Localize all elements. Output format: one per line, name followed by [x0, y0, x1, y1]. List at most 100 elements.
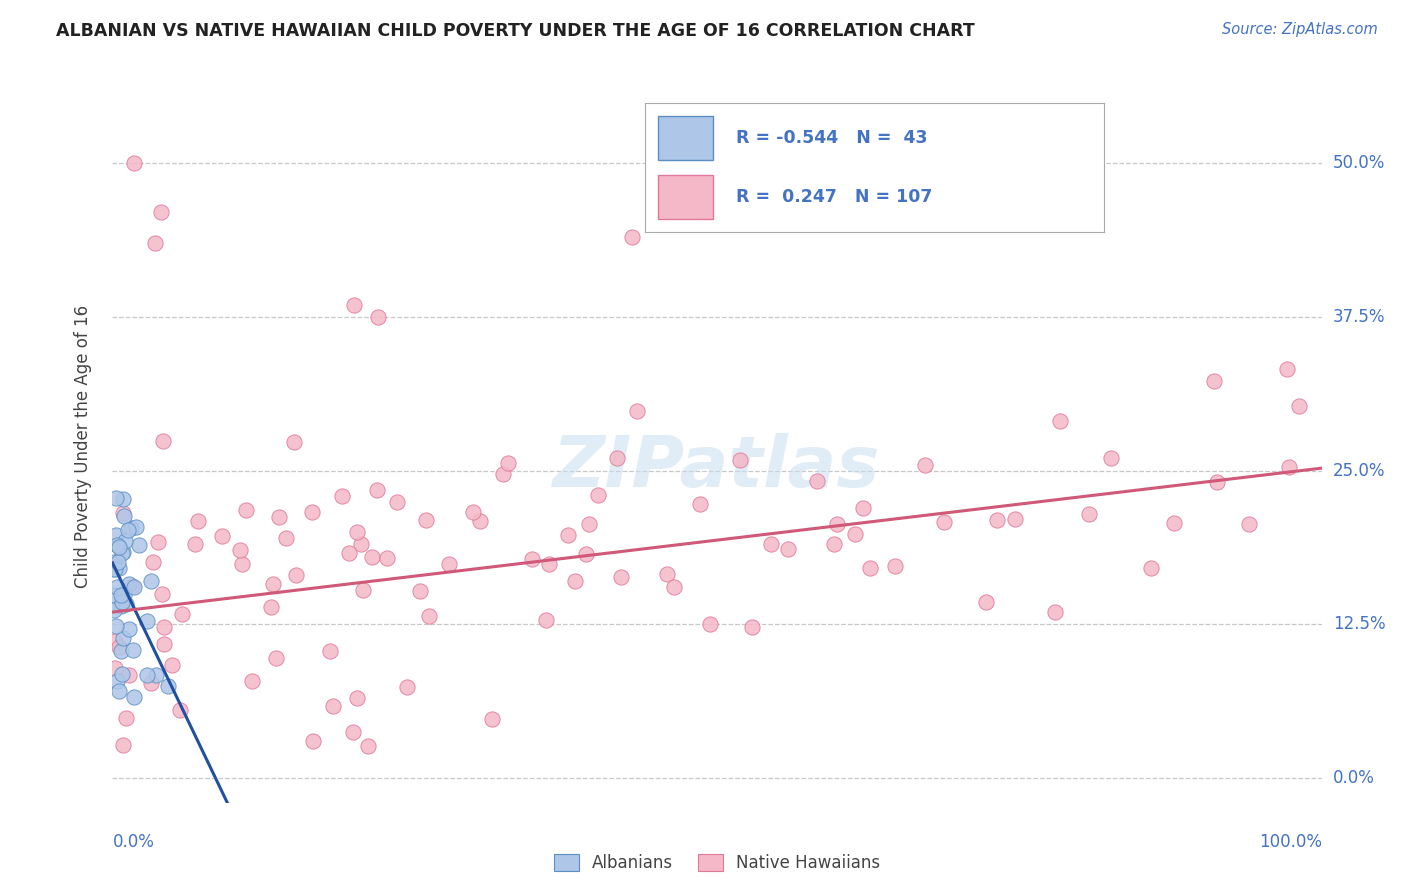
Point — [761, 537, 783, 551]
Point — [974, 595, 997, 609]
Point — [112, 588, 135, 602]
Point — [481, 712, 503, 726]
Point — [104, 619, 127, 633]
Point — [332, 489, 354, 503]
Point — [1078, 507, 1101, 521]
Point — [439, 558, 461, 572]
Point — [103, 555, 125, 569]
Point — [105, 538, 128, 552]
Point — [728, 452, 751, 467]
Text: 12.5%: 12.5% — [1333, 615, 1385, 633]
Point — [103, 588, 125, 602]
Point — [606, 451, 628, 466]
Point — [986, 513, 1008, 527]
Text: 37.5%: 37.5% — [1333, 308, 1385, 326]
Point — [110, 599, 132, 613]
Point — [108, 684, 131, 698]
Point — [1288, 399, 1310, 413]
Point — [152, 620, 174, 634]
Point — [187, 514, 209, 528]
Point — [118, 577, 141, 591]
Point — [136, 614, 159, 628]
Point — [461, 505, 484, 519]
Point — [114, 597, 136, 611]
Point — [825, 516, 848, 531]
Point — [263, 576, 285, 591]
Point — [366, 483, 388, 497]
Point — [103, 561, 125, 575]
Point — [343, 297, 366, 311]
Point — [1237, 516, 1260, 531]
Point — [610, 570, 633, 584]
Point — [342, 724, 364, 739]
Point — [115, 711, 138, 725]
Point — [496, 456, 519, 470]
Point — [350, 537, 373, 551]
Point — [852, 501, 875, 516]
Point — [367, 310, 389, 324]
Point — [626, 403, 648, 417]
Point — [110, 588, 132, 602]
Point — [1099, 451, 1122, 466]
Point — [844, 526, 866, 541]
Text: 100.0%: 100.0% — [1258, 833, 1322, 851]
Point — [806, 474, 828, 488]
Point — [409, 584, 432, 599]
Point — [211, 529, 233, 543]
Point — [1205, 475, 1227, 490]
Point — [152, 637, 174, 651]
Point — [468, 514, 491, 528]
Point — [520, 552, 543, 566]
Point — [276, 531, 298, 545]
Point — [112, 739, 135, 753]
Point — [575, 547, 598, 561]
Point — [122, 580, 145, 594]
Point — [357, 739, 380, 753]
Point — [415, 513, 437, 527]
Point — [143, 235, 166, 250]
Point — [122, 156, 145, 170]
Point — [160, 657, 183, 672]
Point — [125, 519, 148, 533]
Point — [322, 698, 344, 713]
Point — [141, 675, 163, 690]
Point — [741, 620, 763, 634]
Point — [662, 580, 685, 594]
Point — [823, 537, 845, 551]
Point — [112, 632, 135, 646]
Point — [346, 525, 368, 540]
Point — [105, 491, 128, 505]
Point — [1163, 516, 1185, 531]
Point — [1004, 512, 1026, 526]
Point — [301, 504, 323, 518]
Point — [104, 660, 127, 674]
Point — [111, 492, 134, 507]
Point — [1139, 561, 1161, 575]
Point — [578, 516, 600, 531]
Point — [152, 434, 174, 448]
Point — [184, 537, 207, 551]
Point — [121, 642, 143, 657]
Point — [105, 673, 128, 688]
Point — [932, 515, 955, 529]
Point — [375, 550, 398, 565]
Point — [150, 587, 173, 601]
Legend: Albanians, Native Hawaiians: Albanians, Native Hawaiians — [546, 846, 889, 880]
Point — [689, 497, 711, 511]
Text: Source: ZipAtlas.com: Source: ZipAtlas.com — [1222, 22, 1378, 37]
Point — [242, 674, 264, 689]
Point — [108, 539, 131, 553]
Point — [104, 633, 127, 648]
Point — [111, 545, 134, 559]
Point — [1278, 460, 1301, 475]
Point — [360, 550, 382, 565]
Point — [621, 230, 644, 244]
Point — [285, 567, 308, 582]
Point — [283, 434, 305, 449]
Point — [111, 667, 134, 681]
Point — [121, 579, 143, 593]
Point — [117, 622, 139, 636]
Point — [564, 574, 586, 588]
Text: 0.0%: 0.0% — [1333, 769, 1375, 788]
Point — [141, 556, 163, 570]
